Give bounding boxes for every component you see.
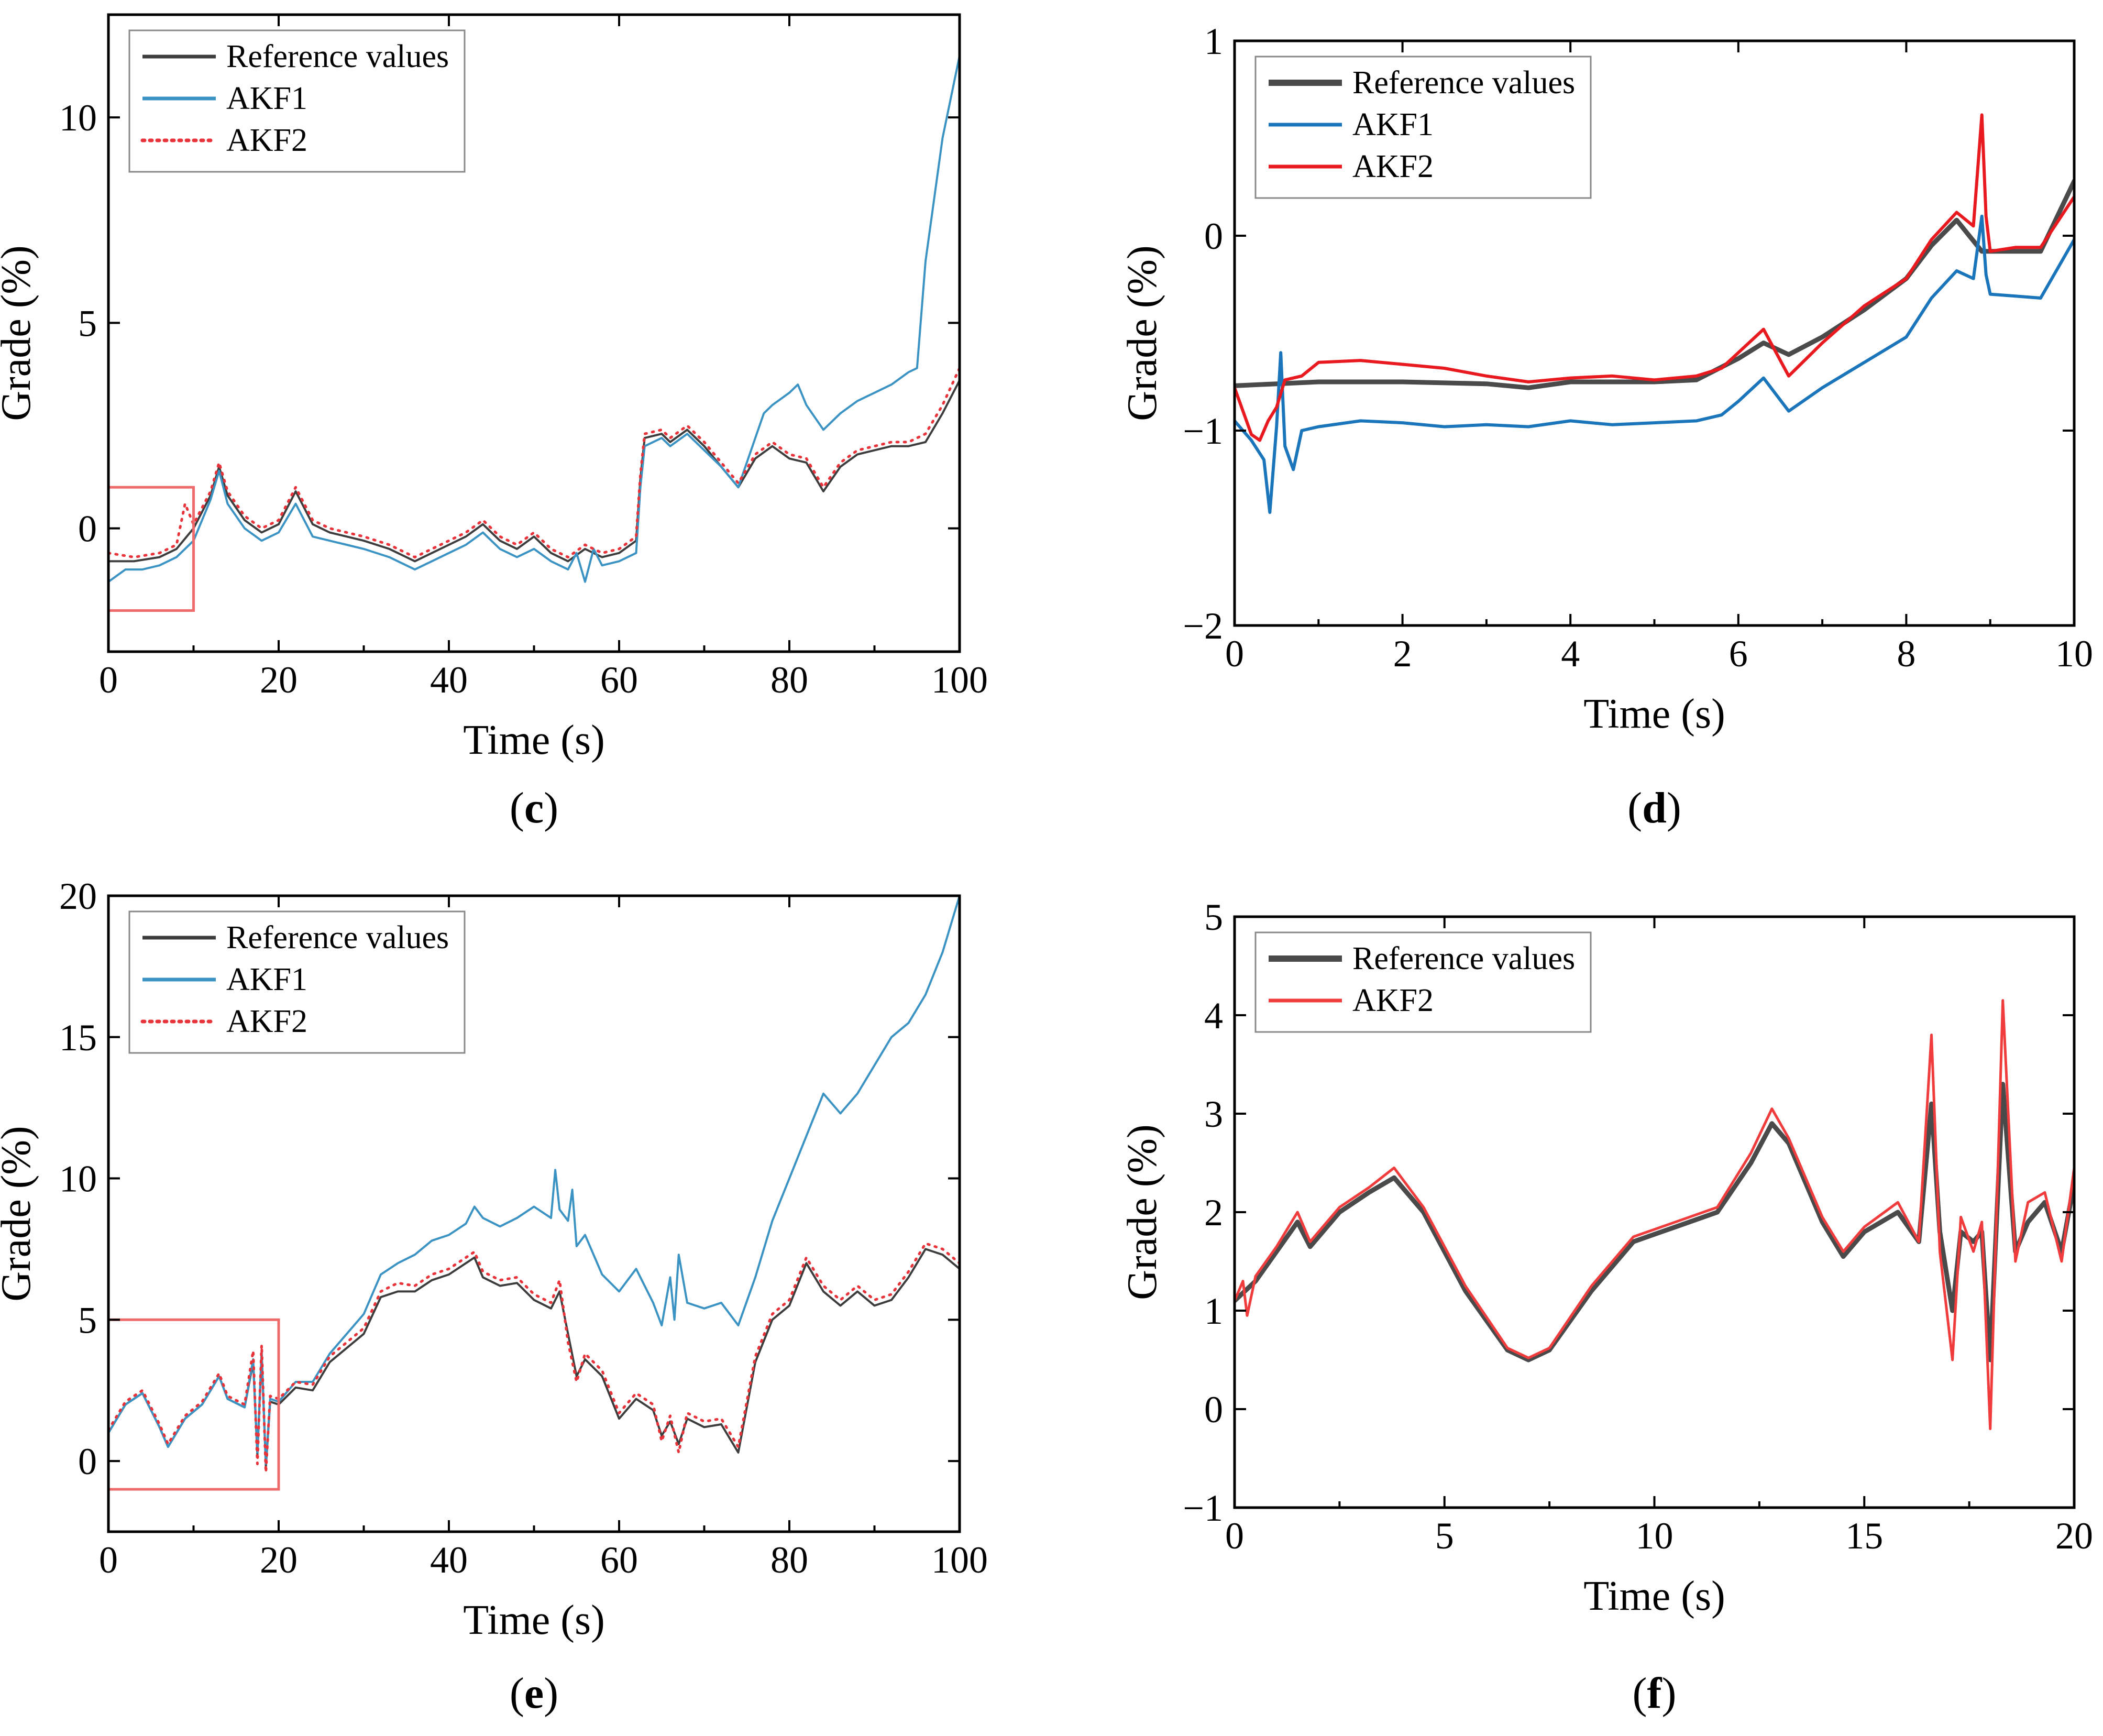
x-tick-label: 8 [1897, 633, 1915, 675]
zoom-region-box [107, 1318, 280, 1491]
series-line-akf1 [108, 54, 960, 583]
y-tick-label: 20 [59, 875, 97, 917]
legend-label: AKF2 [226, 1004, 307, 1039]
x-tick-label: 40 [430, 659, 468, 701]
x-tick-label: 60 [600, 659, 638, 701]
legend-box [128, 29, 466, 173]
legend-label: Reference values [226, 920, 449, 955]
series-line-reference-values [108, 379, 960, 563]
legend: Reference values AKF1 AKF2 [1254, 56, 1592, 199]
y-tick-label: 1 [1204, 20, 1223, 62]
legend-box [1254, 931, 1592, 1033]
x-tick-label: 2 [1393, 633, 1412, 675]
y-tick-label: 5 [1204, 896, 1223, 938]
legend-label: AKF1 [226, 962, 307, 997]
legend-box [128, 910, 466, 1054]
series-line-reference-values [1235, 179, 2074, 390]
x-tick-label: 5 [1435, 1515, 1454, 1557]
series-line-akf2 [108, 1242, 960, 1474]
series-line-reference-values [108, 1248, 960, 1468]
panel-label: (f) [1633, 1669, 1677, 1718]
legend-label: Reference values [226, 39, 449, 74]
legend-label: Reference values [1352, 65, 1575, 101]
y-axis-title: Grade (%) [1119, 245, 1165, 421]
y-tick-label: 15 [59, 1017, 97, 1059]
y-axis-title: Grade (%) [1119, 1124, 1165, 1300]
legend-label: AKF1 [1352, 107, 1434, 142]
x-axis-title: Time (s) [1583, 1573, 1725, 1619]
zoom-region-box [107, 486, 195, 612]
y-tick-label: −2 [1183, 605, 1223, 647]
y-tick-label: 3 [1204, 1093, 1223, 1135]
series-line-akf1 [1235, 214, 2074, 514]
y-tick-label: 2 [1204, 1192, 1223, 1234]
y-tick-label: −1 [1183, 410, 1223, 452]
x-tick-label: 80 [770, 1539, 808, 1581]
x-tick-label: 6 [1729, 633, 1748, 675]
x-tick-label: 10 [2055, 633, 2093, 675]
panel-label: (c) [510, 784, 558, 832]
legend-label: AKF2 [1352, 149, 1434, 184]
y-tick-label: 10 [59, 1158, 97, 1200]
y-tick-label: 1 [1204, 1290, 1223, 1332]
x-tick-label: 10 [1636, 1515, 1673, 1557]
x-tick-label: 60 [600, 1539, 638, 1581]
x-tick-label: 100 [931, 659, 988, 701]
series-line-akf2 [1235, 999, 2074, 1431]
panel-label: (e) [510, 1669, 558, 1718]
y-tick-label: 0 [78, 1441, 97, 1482]
chart-panel-e: 0 20 40 60 80 100 0 5 10 15 20 Time (s) Grade (%) Ref… [0, 875, 988, 1718]
y-tick-label: 4 [1204, 995, 1223, 1037]
x-tick-label: 4 [1561, 633, 1580, 675]
x-axis-title: Time (s) [463, 1597, 604, 1643]
x-tick-label: 40 [430, 1539, 468, 1581]
x-axis-title: Time (s) [463, 717, 604, 763]
legend: Reference values AKF1 AKF2 [128, 910, 466, 1054]
legend-label: AKF2 [1352, 983, 1434, 1018]
y-tick-label: 5 [78, 302, 97, 344]
series-line-akf2 [1235, 113, 2074, 442]
chart-panel-c: 0 20 40 60 80 100 0 5 10 Time (s) Grade (%) Referen… [0, 13, 988, 832]
x-tick-label: 20 [260, 1539, 298, 1581]
x-tick-label: 0 [1225, 633, 1244, 675]
x-tick-label: 20 [2055, 1515, 2093, 1557]
chart-panel-d: 0 2 4 6 8 10 −2 −1 0 1 Time (s) Grade (%) Reference … [1119, 20, 2093, 832]
y-tick-label: 0 [1204, 215, 1223, 257]
x-axis-title: Time (s) [1583, 691, 1725, 737]
legend-label: AKF2 [226, 123, 307, 158]
y-tick-label: 10 [59, 97, 97, 139]
series-line-akf2 [108, 367, 960, 559]
x-tick-label: 100 [931, 1539, 988, 1581]
x-tick-label: 20 [260, 659, 298, 701]
legend-label: AKF1 [226, 81, 307, 116]
legend-label: Reference values [1352, 941, 1575, 976]
legend: Reference values AKF1 AKF2 [128, 29, 466, 173]
x-tick-label: 0 [1225, 1515, 1244, 1557]
panel-label: (d) [1627, 784, 1681, 832]
legend: Reference values AKF2 [1254, 931, 1592, 1033]
x-tick-label: 80 [770, 659, 808, 701]
x-tick-label: 0 [99, 1539, 118, 1581]
series-line-reference-values [1235, 1082, 2074, 1363]
y-tick-label: 0 [78, 508, 97, 550]
y-axis-title: Grade (%) [0, 245, 39, 421]
y-axis-title: Grade (%) [0, 1126, 39, 1301]
x-tick-label: 15 [1845, 1515, 1883, 1557]
y-tick-label: 0 [1204, 1389, 1223, 1431]
y-tick-label: −1 [1183, 1487, 1223, 1529]
x-tick-label: 0 [99, 659, 118, 701]
y-tick-label: 5 [78, 1299, 97, 1341]
